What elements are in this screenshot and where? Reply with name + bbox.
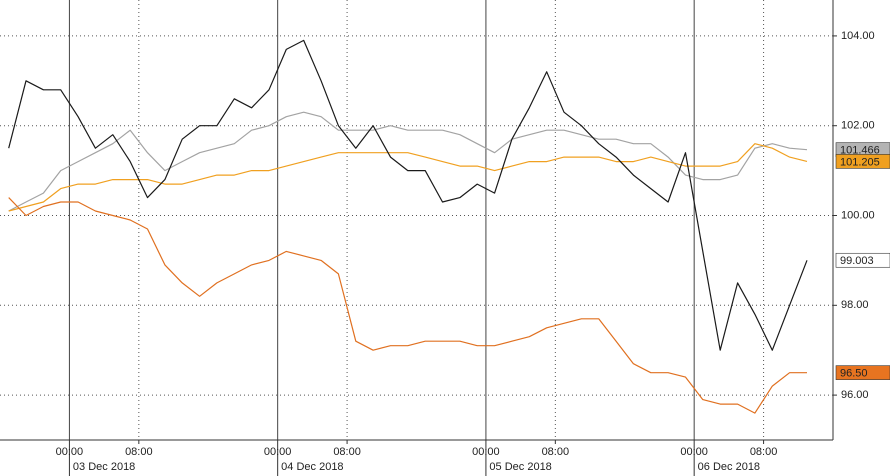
x-tick-label: 08:00 — [542, 446, 570, 458]
end-label: 101.205 — [840, 156, 880, 168]
y-tick-label: 96.00 — [841, 389, 869, 401]
y-tick-label: 104.00 — [841, 30, 875, 42]
date-label: 05 Dec 2018 — [489, 461, 551, 473]
end-label: 99.003 — [840, 255, 874, 267]
end-label-box — [835, 154, 890, 169]
x-tick-label: 08:00 — [750, 446, 778, 458]
series-line — [8, 39, 808, 351]
x-tick-label: 08:00 — [333, 446, 361, 458]
labels: 96.00 98.00 100.00 102.00 104.00 00:00 08:00 00… — [56, 30, 890, 473]
series-line — [8, 197, 807, 414]
x-tick-label: 00:00 — [264, 446, 292, 458]
grid — [0, 0, 837, 476]
y-tick-label: 98.00 — [841, 299, 869, 311]
y-tick-label: 100.00 — [841, 209, 875, 221]
x-tick-label: 00:00 — [56, 446, 84, 458]
end-label: 96.50 — [840, 368, 868, 380]
y-tick-label: 102.00 — [841, 120, 875, 132]
date-label: 03 Dec 2018 — [73, 461, 135, 473]
series-line — [8, 143, 808, 212]
end-label: 101.466 — [840, 145, 880, 157]
date-label: 04 Dec 2018 — [281, 461, 343, 473]
x-tick-label: 00:00 — [472, 446, 500, 458]
end-label-box — [835, 365, 890, 380]
date-label: 06 Dec 2018 — [698, 461, 760, 473]
x-tick-label: 00:00 — [680, 446, 708, 458]
end-label-box — [835, 252, 890, 268]
lines — [8, 39, 808, 414]
axes — [0, 0, 834, 441]
x-tick-label: 08:00 — [125, 446, 153, 458]
